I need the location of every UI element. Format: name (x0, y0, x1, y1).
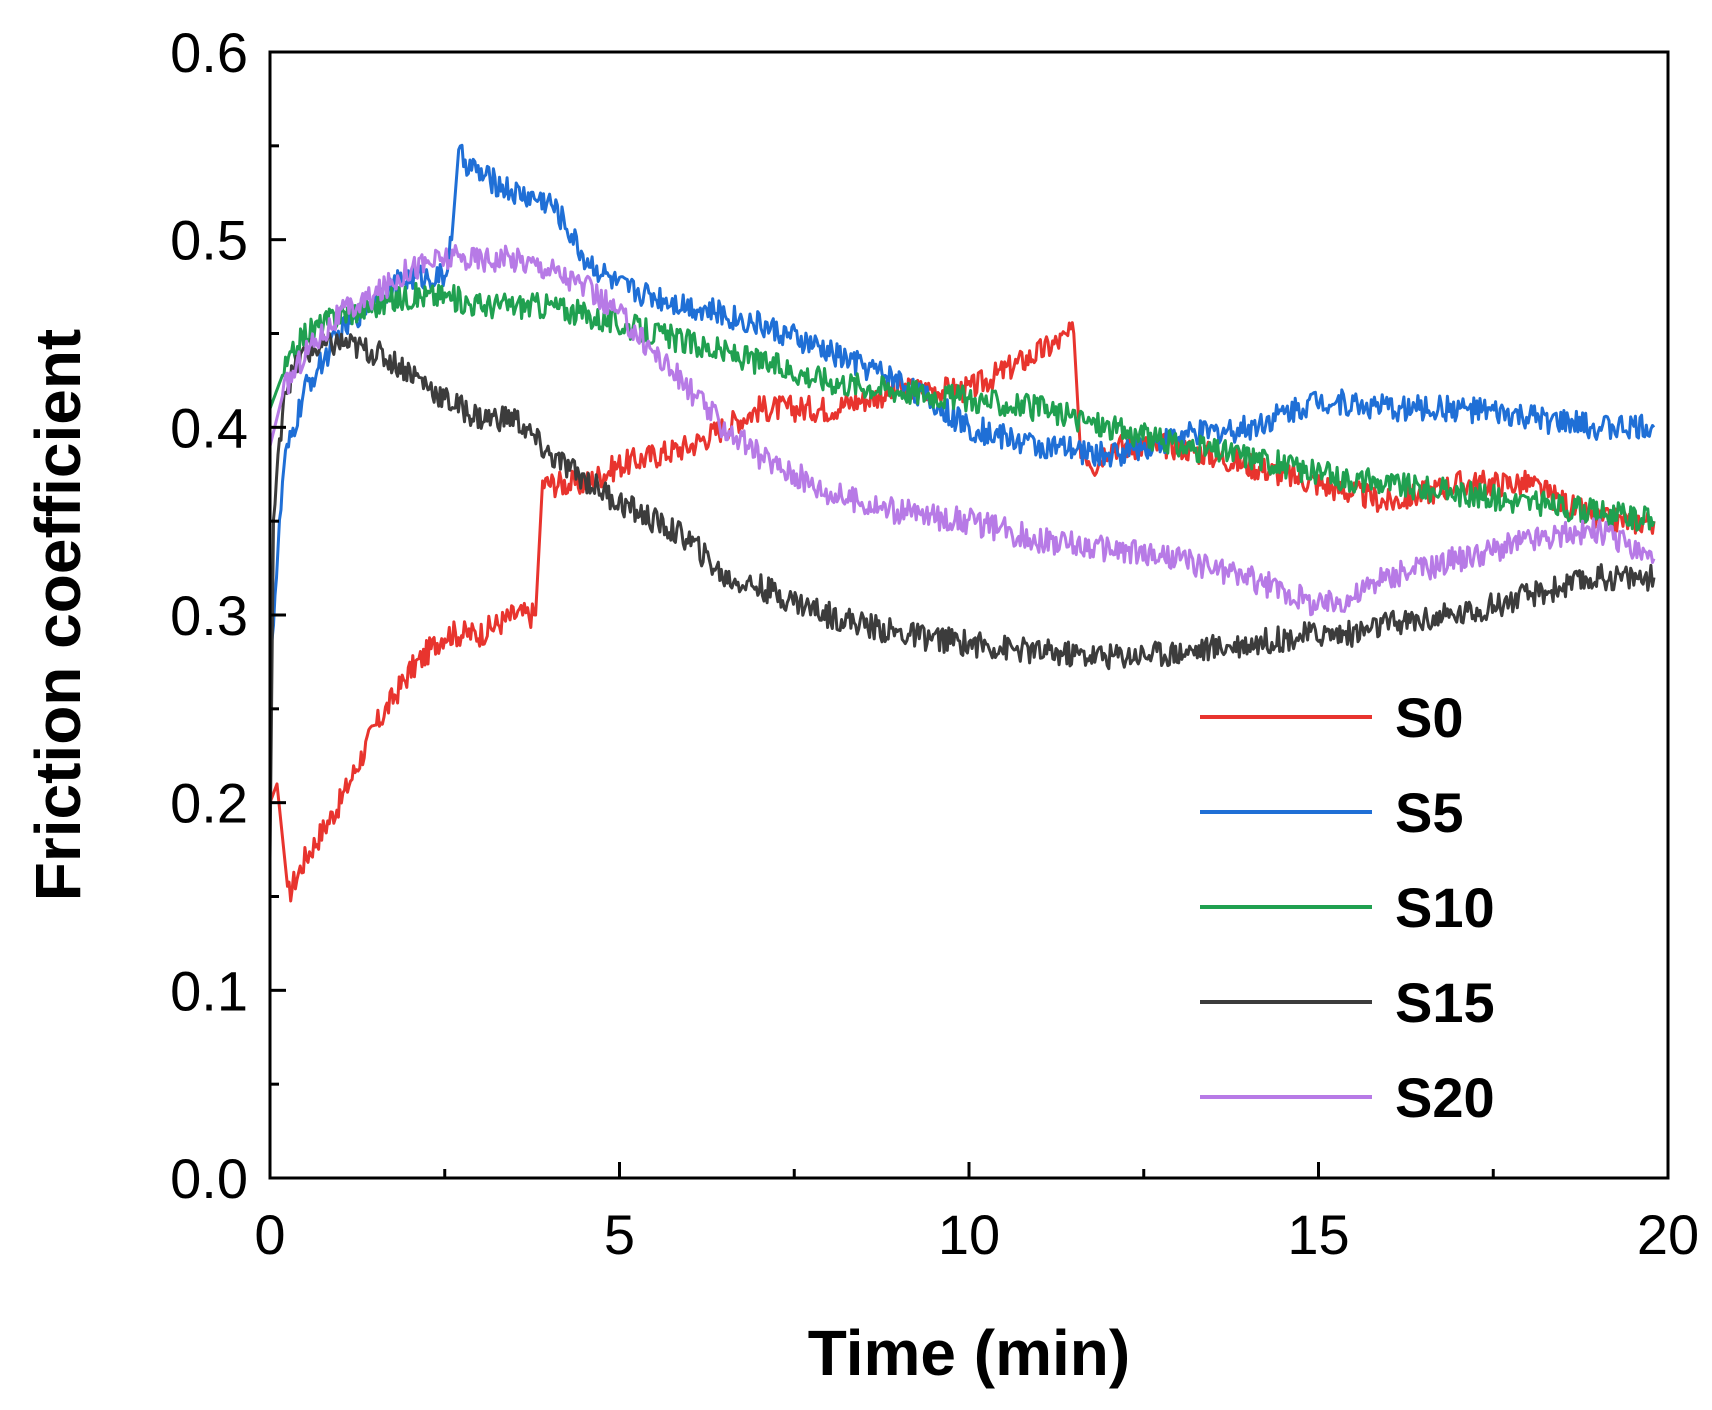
legend: S0 S5 S10 S15 S20 (1200, 686, 1495, 1129)
axis-ticks: 0 5 10 15 20 0.0 0.1 0.2 0.3 0.4 0.5 0.6 (170, 21, 1699, 1266)
legend-label-s0: S0 (1395, 686, 1464, 749)
y-tick-label: 0.4 (170, 396, 248, 459)
series-line-s5 (268, 143, 1656, 672)
y-axis-title: Friction coefficient (22, 329, 94, 902)
x-tick-label: 10 (938, 1203, 1000, 1266)
y-tick-label: 0.1 (170, 959, 248, 1022)
x-tick-label: 15 (1287, 1203, 1349, 1266)
series-lines (268, 143, 1656, 903)
x-tick-label: 5 (604, 1203, 635, 1266)
series-line-s10 (268, 281, 1656, 532)
legend-label-s15: S15 (1395, 971, 1495, 1034)
series-line-s20 (268, 244, 1656, 617)
y-tick-label: 0.0 (170, 1147, 248, 1210)
series-line-s15 (268, 331, 1656, 860)
y-tick-label: 0.5 (170, 209, 248, 272)
y-tick-label: 0.2 (170, 772, 248, 835)
legend-label-s5: S5 (1395, 781, 1464, 844)
legend-label-s10: S10 (1395, 876, 1495, 939)
legend-label-s20: S20 (1395, 1066, 1495, 1129)
x-tick-label: 0 (254, 1203, 285, 1266)
y-tick-label: 0.3 (170, 584, 248, 647)
x-axis-title: Time (min) (808, 1317, 1130, 1389)
x-tick-label: 20 (1637, 1203, 1699, 1266)
y-tick-label: 0.6 (170, 21, 248, 84)
